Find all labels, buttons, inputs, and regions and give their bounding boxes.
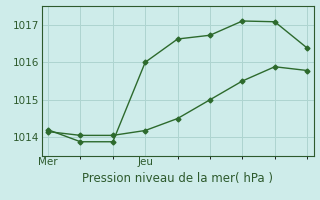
X-axis label: Pression niveau de la mer( hPa ): Pression niveau de la mer( hPa ): [82, 172, 273, 185]
